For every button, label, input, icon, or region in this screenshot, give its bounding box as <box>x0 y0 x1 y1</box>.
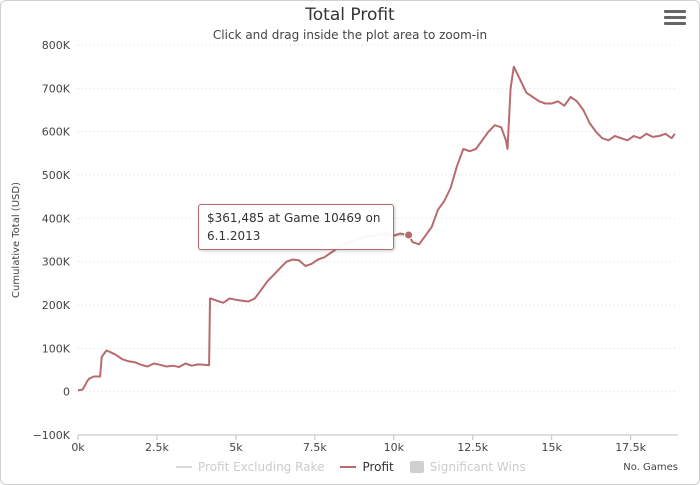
legend-item-profit[interactable]: Profit <box>340 460 394 474</box>
y-tick-label: 200K <box>42 299 71 312</box>
y-tick-label: 600K <box>42 126 71 139</box>
x-tick-label: 2.5k <box>145 441 169 454</box>
x-tick-label: 0k <box>71 441 85 454</box>
legend-item-significant-wins[interactable]: Significant Wins <box>409 460 526 474</box>
x-axis-title: No. Games <box>623 462 678 473</box>
legend-swatch-profit-excluding-rake <box>176 466 192 468</box>
chart-title: Total Profit <box>305 5 395 25</box>
legend-item-profit-excluding-rake[interactable]: Profit Excluding Rake <box>176 460 324 474</box>
x-tick-label: 7.5k <box>303 441 327 454</box>
legend: Profit Excluding Rake Profit Significant… <box>176 458 542 476</box>
legend-swatch-profit <box>340 466 357 468</box>
legend-label-profit-excluding-rake: Profit Excluding Rake <box>198 460 325 474</box>
y-tick-label: −100K <box>33 429 71 442</box>
highlighted-data-point[interactable] <box>404 230 414 240</box>
y-axis-title: Cumulative Total (USD) <box>11 182 22 298</box>
chart-subtitle: Click and drag inside the plot area to z… <box>212 28 488 42</box>
x-tick-label: 10k <box>384 441 405 454</box>
legend-label-profit: Profit <box>362 460 394 474</box>
legend-label-significant-wins: Significant Wins <box>429 460 526 474</box>
x-tick-label: 12.5k <box>457 441 488 454</box>
y-tick-label: 100K <box>42 342 71 355</box>
data-tooltip: $361,485 at Game 10469 on 6.1.2013 <box>198 204 394 250</box>
x-tick-label: 17.5k <box>615 441 646 454</box>
y-tick-label: 400K <box>42 212 71 225</box>
y-tick-label: 700K <box>42 82 71 95</box>
y-tick-label: 300K <box>42 256 71 269</box>
x-tick-label: 15k <box>541 441 562 454</box>
y-tick-label: 500K <box>42 169 71 182</box>
legend-swatch-significant-wins <box>409 461 424 473</box>
context-menu-icon[interactable] <box>664 10 686 28</box>
y-tick-label: 0 <box>63 386 70 399</box>
y-tick-label: 800K <box>42 39 71 52</box>
x-tick-label: 5k <box>229 441 243 454</box>
